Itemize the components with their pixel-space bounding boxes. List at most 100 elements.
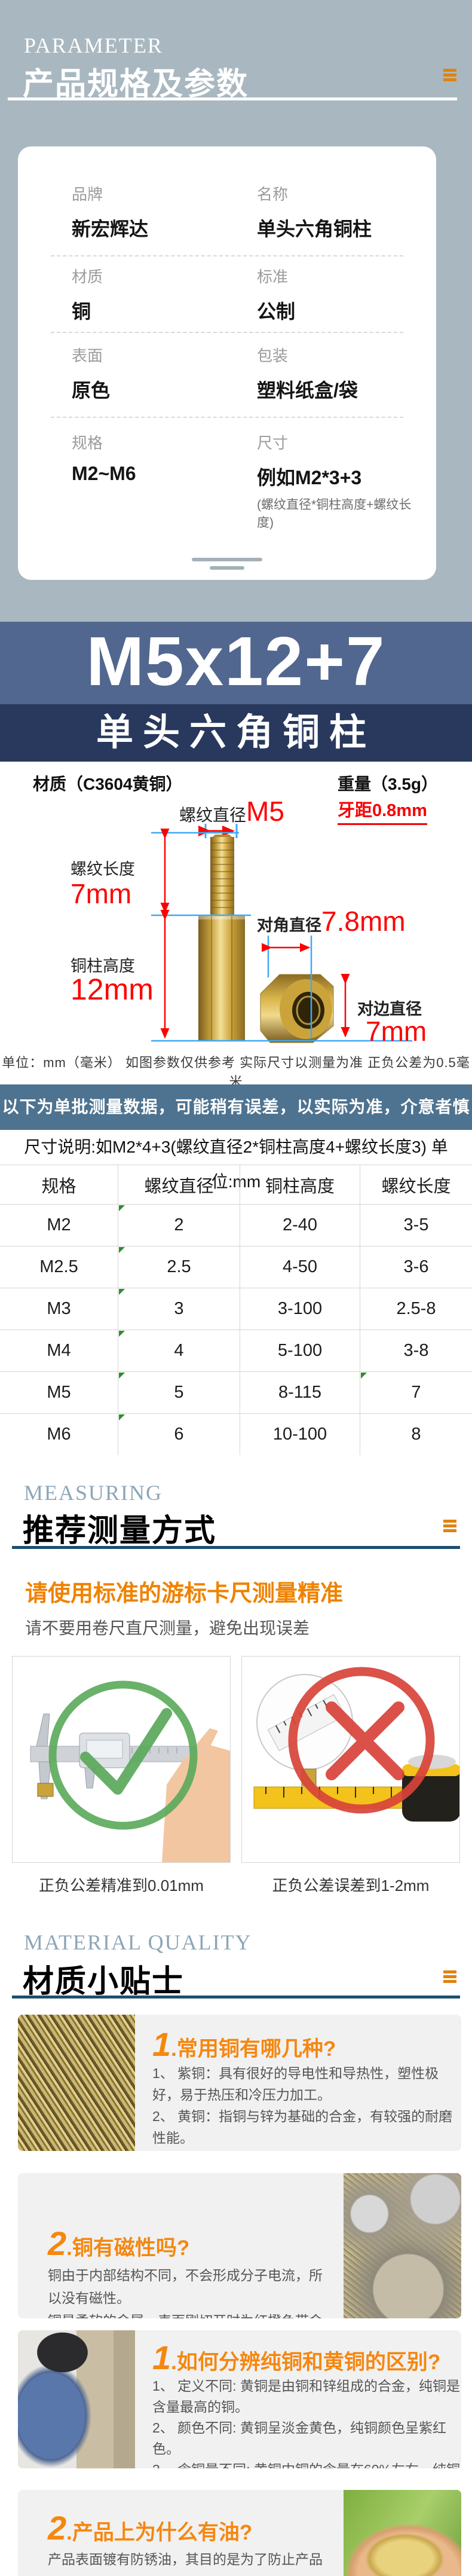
size-table: 规格 螺纹直径 铜柱高度 螺纹长度 M2 2 2-40 3-5 M2.5 2.5…: [0, 1165, 472, 1456]
tip-item: 1、 紫铜：具有很好的导电性和导热性，塑性极好，易于热压和冷压力加工。: [152, 2065, 439, 2103]
tip-list: 1、 定义不同: 黄铜是由铜和锌组成的合金，纯铜是含量最高的铜。 2、 颜色不同…: [152, 2376, 460, 2468]
divider: [12, 1546, 460, 1549]
parameter-eyebrow: PARAMETER: [24, 33, 163, 57]
spec-label: 规格: [72, 434, 103, 452]
measuring-title: 推荐测量方式: [23, 1514, 217, 1548]
table-cell: 2.5: [118, 1246, 240, 1288]
tip-number: 2: [48, 2509, 67, 2547]
measuring-lead: 请使用标准的游标卡尺测量精准: [25, 1581, 344, 1606]
flats-dia-value: 7mm: [366, 1016, 427, 1047]
brass-standoff-illustration: [198, 835, 245, 1040]
spec-value: 铜: [72, 301, 91, 322]
table-cell: M2.5: [0, 1246, 118, 1288]
table-cell: M2: [0, 1205, 118, 1246]
spec-row: 表面 原色 包装 塑料纸盒/袋: [36, 344, 418, 403]
diagonal-dia-label: 对角直径: [257, 916, 321, 934]
tip-title: .产品上为什么有油?: [66, 2521, 253, 2544]
thread-dia-arrow: [198, 824, 238, 838]
spec-value: 塑料纸盒/袋: [257, 380, 358, 401]
brass-nut-illustration: [260, 974, 334, 1043]
pitch-label: 牙距0.8mm: [338, 796, 427, 825]
material-section: MATERIAL QUALITY 材质小贴士 1 .常用铜有哪几种? 1、 紫铜…: [0, 1901, 472, 2576]
parameter-section: PARAMETER 产品规格及参数 品牌 新宏辉达 名称 单头六角铜柱 材质: [0, 0, 472, 622]
spec-card: 品牌 新宏辉达 名称 单头六角铜柱 材质 铜 标准 公制: [18, 146, 436, 580]
tip-header: 2 .铜有磁性吗?: [48, 2227, 189, 2262]
tip-item: 2、 颜色不同: 黄铜呈淡金黄色，纯铜颜色呈紫红色。: [152, 2420, 446, 2456]
spec-label: 尺寸: [257, 434, 289, 452]
menu-bars-icon: [443, 1520, 456, 1534]
tip-number: 1: [152, 2339, 171, 2376]
standoff-dimension-drawing: [151, 824, 412, 1043]
table-cell: 3: [118, 1288, 240, 1330]
tip-header: 1 .如何分辨纯铜和黄铜的区别?: [152, 2341, 440, 2376]
material-eyebrow: MATERIAL QUALITY: [24, 1930, 252, 1954]
spec-value: 新宏辉达: [72, 218, 149, 240]
table-cell: 3-5: [360, 1205, 472, 1246]
excel-corner-flag: [119, 1331, 125, 1337]
table-cell: 4-50: [240, 1246, 360, 1288]
tape-caption: 正负公差误差到1-2mm: [272, 1877, 430, 1894]
tip-card-magnetism: 2 .铜有磁性吗? 铜由于内部结构不同，不会形成分子电流，所以没有磁性。 铜是柔…: [18, 2173, 461, 2318]
spec-label: 材质: [72, 268, 103, 286]
excel-corner-flag: [119, 1414, 125, 1420]
spec-label: 包装: [257, 347, 289, 365]
measuring-eyebrow: MEASURING: [24, 1481, 163, 1505]
material-label: 材质（C3604黄铜）: [33, 775, 183, 793]
tip-line: 铜由于内部结构不同，不会形成分子电流，所以没有磁性。: [48, 2268, 323, 2306]
table-cell: 6: [118, 1414, 240, 1456]
tip-item: 3、 含铜量不同: 黄铜中铜的含量在60%左右、纯铜中铜的含量在99.5~99.…: [152, 2459, 460, 2468]
parameter-title: 产品规格及参数: [23, 67, 249, 102]
spec-row: 品牌 新宏辉达 名称 单头六角铜柱: [36, 182, 418, 242]
tip-list: 1、 紫铜：具有很好的导电性和导热性，塑性极好，易于热压和冷压力加工。 2、 黄…: [152, 2062, 458, 2151]
weight-label: 重量（3.5g）: [338, 775, 439, 793]
tip-number: 1: [152, 2025, 171, 2063]
diagram-note: 单位：mm（毫米） 如图参数仅供参考 实际尺寸以测量为准 正负公差为0.5毫米: [2, 1055, 470, 1089]
tip-header: 2 .产品上为什么有油?: [48, 2511, 252, 2546]
menu-bars-icon: [443, 1970, 456, 1985]
diagonal-dia-value: 7.8mm: [321, 906, 406, 937]
table-cell: M6: [0, 1414, 118, 1456]
excel-corner-flag: [119, 1247, 125, 1253]
spec-value: 单头六角铜柱: [257, 218, 372, 240]
excel-corner-flag: [119, 1373, 125, 1379]
spec-cell-size: 尺寸 例如M2*3+3 (螺纹直径*铜柱高度+螺纹长度): [221, 431, 418, 531]
table-cell: 8-115: [240, 1372, 360, 1414]
table-cell: 5: [118, 1372, 240, 1414]
tip-title: .如何分辨纯铜和黄铜的区别?: [171, 2351, 441, 2374]
spec-value: 例如M2*3+3: [257, 467, 362, 488]
table-cell: 7: [360, 1372, 472, 1414]
table-cell: 2-40: [240, 1205, 360, 1246]
dimension-diagram-section: 材质（C3604黄铜） 重量（3.5g） 牙距0.8mm 螺纹直径 M5: [0, 762, 472, 1089]
tip-card-oil: 2 .产品上为什么有油? 产品表面镀有防锈油，其目的是为了防止产品生锈 请放心适…: [18, 2490, 461, 2576]
col-header: 规格: [0, 1165, 118, 1205]
dimension-arrows: [160, 829, 350, 1039]
excel-corner-flag: [119, 1289, 125, 1295]
table-cell: M4: [0, 1330, 118, 1372]
table-cell: 5-100: [240, 1330, 360, 1372]
spec-value-note: (螺纹直径*铜柱高度+螺纹长度): [257, 498, 412, 530]
table-cell: 2: [118, 1205, 240, 1246]
spec-label: 标准: [257, 268, 289, 286]
hero-name-banner: 单头六角铜柱: [0, 704, 472, 762]
measuring-section: MEASURING 推荐测量方式 请使用标准的游标卡尺测量精准 请不要用卷尺直尺…: [0, 1455, 472, 1901]
dashed-divider: [51, 417, 403, 418]
caliper-caption: 正负公差精准到0.01mm: [39, 1877, 204, 1894]
spec-label: 品牌: [72, 185, 103, 203]
table-cell: 10-100: [240, 1414, 360, 1456]
tape-measure-photo: [241, 1656, 460, 1863]
material-title: 材质小贴士: [23, 1964, 185, 1999]
x-icon: [326, 1701, 404, 1780]
lab-technician-photo: [18, 2330, 135, 2468]
tip-title: .常用铜有哪几种?: [171, 2037, 336, 2061]
spec-row: 材质 铜 标准 公制: [36, 265, 418, 324]
caliper-photo: [12, 1656, 231, 1863]
spec-cell-spec: 规格 M2~M6: [36, 431, 221, 531]
table-cell: M5: [0, 1372, 118, 1414]
tip-title: .铜有磁性吗?: [66, 2236, 190, 2260]
tip-header: 1 .常用铜有哪几种?: [152, 2028, 336, 2062]
tip-item: 2、 青铜：铸造性好，耐磨且化学性质稳定。: [152, 2149, 458, 2151]
col-header: 螺纹直径: [118, 1165, 240, 1205]
dashed-divider: [51, 332, 403, 333]
diagonal-dia-callout: 对角直径 7.8mm: [257, 905, 406, 937]
